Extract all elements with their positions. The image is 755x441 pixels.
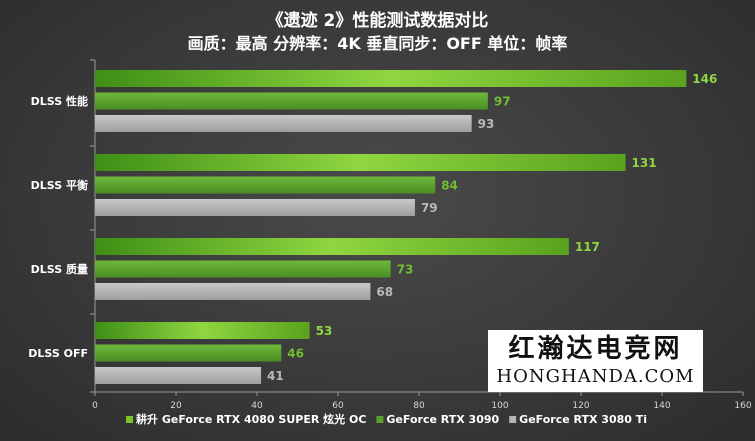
bar bbox=[95, 260, 391, 278]
bar bbox=[95, 344, 282, 362]
data-label: 97 bbox=[494, 95, 511, 109]
category-label: DLSS 质量 bbox=[31, 262, 88, 276]
watermark-cn: 红瀚达电竞网 bbox=[508, 334, 683, 364]
bar bbox=[95, 92, 488, 110]
data-label: 84 bbox=[441, 179, 458, 193]
x-tick-label: 120 bbox=[572, 401, 589, 411]
data-label: 93 bbox=[478, 117, 495, 131]
x-tick-label: 100 bbox=[491, 401, 508, 411]
watermark-logo: 红瀚达电竞网 HONGHANDA.COM bbox=[488, 330, 703, 392]
bar bbox=[95, 199, 415, 216]
bar bbox=[95, 115, 472, 132]
data-label: 53 bbox=[316, 324, 333, 338]
legend-entry: GeForce RTX 3080 Ti bbox=[519, 413, 647, 426]
data-label: 73 bbox=[397, 263, 414, 277]
category-label: DLSS 平衡 bbox=[31, 178, 88, 192]
chart-title: 《遗迹 2》性能测试数据对比 bbox=[266, 11, 489, 31]
data-label: 41 bbox=[267, 369, 284, 383]
legend-entry: GeForce RTX 3090 bbox=[386, 413, 499, 426]
bar bbox=[95, 176, 436, 194]
data-label: 79 bbox=[421, 201, 438, 215]
x-tick-label: 80 bbox=[413, 401, 425, 411]
legend-swatch bbox=[126, 416, 133, 423]
category-label: DLSS OFF bbox=[28, 347, 88, 360]
bar bbox=[95, 367, 262, 384]
x-tick-label: 20 bbox=[170, 401, 182, 411]
data-label: 68 bbox=[376, 285, 393, 299]
category-label: DLSS 性能 bbox=[31, 94, 88, 108]
bar bbox=[95, 283, 371, 300]
data-label: 46 bbox=[287, 347, 304, 361]
chart-subtitle: 画质：最高 分辨率：4K 垂直同步：OFF 单位：帧率 bbox=[187, 34, 568, 53]
data-label: 117 bbox=[575, 240, 600, 254]
x-tick-label: 160 bbox=[734, 401, 751, 411]
x-tick-label: 60 bbox=[332, 401, 344, 411]
data-label: 146 bbox=[692, 72, 717, 86]
bar bbox=[95, 154, 626, 171]
bar bbox=[95, 70, 687, 87]
legend-swatch bbox=[509, 416, 517, 423]
x-tick-label: 40 bbox=[251, 401, 263, 411]
legend-swatch bbox=[376, 416, 384, 423]
x-tick-label: 140 bbox=[653, 401, 670, 411]
watermark-en: HONGHANDA.COM bbox=[496, 366, 695, 387]
data-label: 131 bbox=[632, 156, 657, 170]
legend-entry: 耕升 GeForce RTX 4080 SUPER 炫光 OC bbox=[136, 412, 366, 426]
bar bbox=[95, 322, 310, 339]
x-tick-label: 0 bbox=[92, 401, 98, 411]
bar bbox=[95, 238, 569, 255]
